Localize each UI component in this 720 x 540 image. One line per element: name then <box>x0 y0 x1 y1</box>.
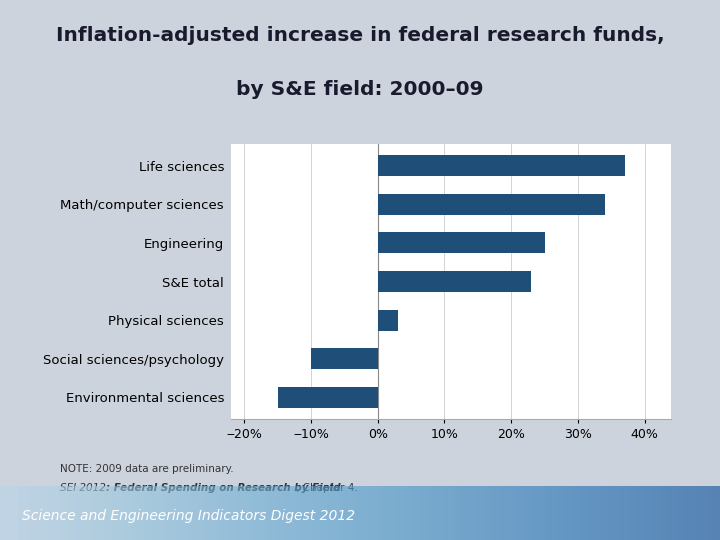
Bar <box>378 232 544 253</box>
Text: SEI 2012: SEI 2012 <box>60 483 106 494</box>
Bar <box>378 271 531 292</box>
Text: : Federal Spending on Research by Field, Chapter 4.: : Federal Spending on Research by Field,… <box>106 483 413 494</box>
Bar <box>311 348 378 369</box>
Bar <box>378 155 625 176</box>
Text: Science and Engineering Indicators Digest 2012: Science and Engineering Indicators Diges… <box>22 509 355 523</box>
Bar <box>378 309 397 331</box>
Text: NOTE: 2009 data are preliminary.: NOTE: 2009 data are preliminary. <box>60 464 233 474</box>
Text: Inflation-adjusted increase in federal research funds,: Inflation-adjusted increase in federal r… <box>55 26 665 45</box>
Text: by S&E field: 2000–09: by S&E field: 2000–09 <box>236 79 484 99</box>
Text: : Federal Spending on Research by Field: : Federal Spending on Research by Field <box>106 483 341 494</box>
Text: , Chapter 4.: , Chapter 4. <box>296 483 358 494</box>
Bar <box>378 193 605 215</box>
Bar <box>278 387 378 408</box>
Text: SEI 2012: Federal Spending on Research by Field: SEI 2012: Federal Spending on Research b… <box>60 483 346 494</box>
